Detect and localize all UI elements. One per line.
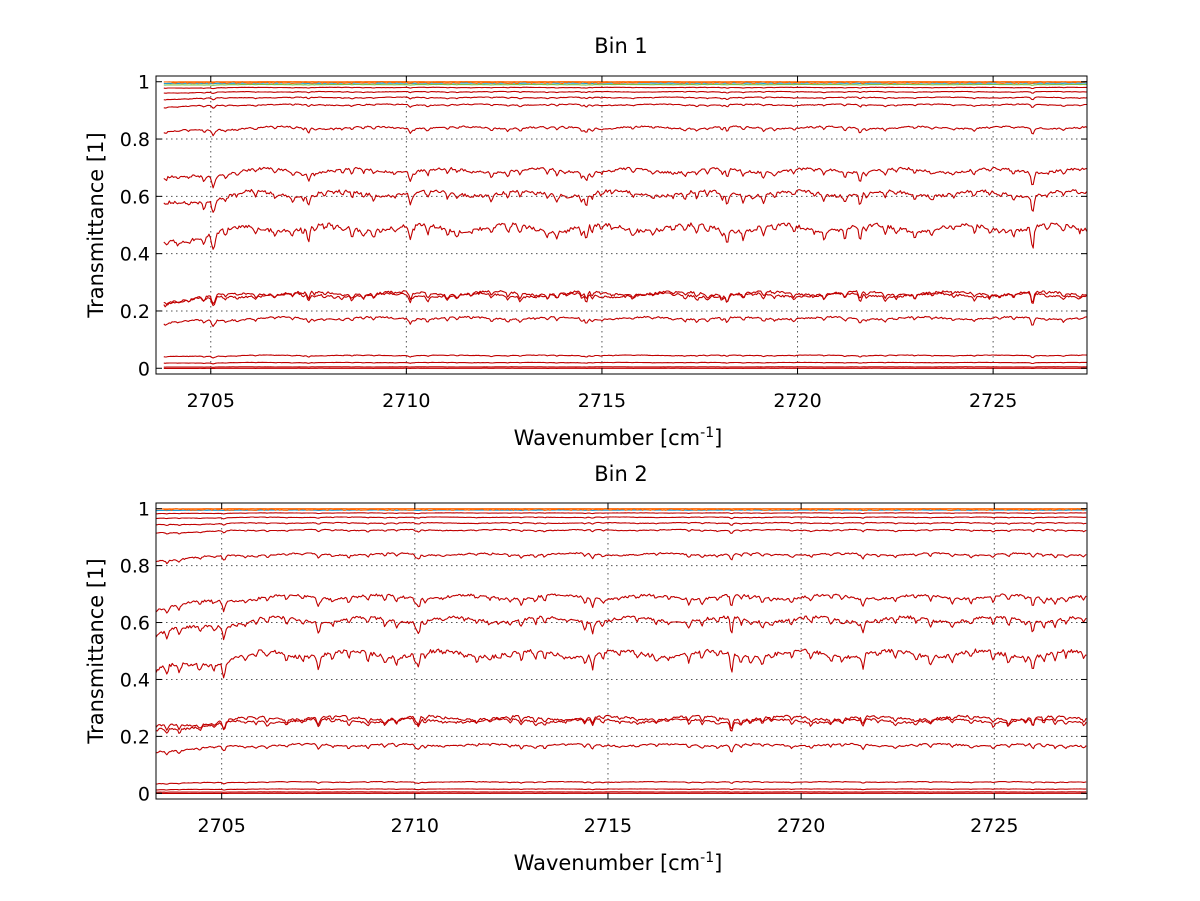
series-line (156, 512, 1087, 515)
x-tick-label: 2710 (382, 390, 430, 412)
series-line (163, 90, 1087, 94)
series-line (163, 315, 1087, 327)
series-line (155, 780, 1087, 785)
y-tick-label: 0 (138, 783, 150, 805)
panel-bin-2: Bin 2 2705 2710 2715 2720 2725 0 0.2 0.4 0.6 0.8… (84, 462, 1088, 875)
series-line (155, 717, 1087, 734)
x-axis-label: Wavenumber [cm-1] (514, 425, 723, 450)
grid-lines (156, 76, 1087, 374)
series-line (156, 742, 1087, 756)
x-ticks: 2705 2710 2715 2720 2725 (197, 503, 1018, 837)
series-line (163, 82, 1087, 85)
y-tick-label: 0.2 (120, 301, 150, 323)
series-line (163, 366, 1087, 368)
series-line (155, 648, 1087, 679)
x-tick-label: 2725 (970, 815, 1018, 837)
x-tick-label: 2715 (578, 390, 626, 412)
series-line (163, 83, 1087, 86)
series-line (155, 516, 1087, 520)
series-line (163, 125, 1087, 137)
series-line (155, 528, 1087, 535)
y-tick-label: 0.6 (120, 186, 150, 208)
y-tick-label: 1 (138, 72, 150, 94)
x-tick-label: 2720 (773, 390, 821, 412)
series-line (155, 593, 1087, 614)
y-tick-label: 0.6 (120, 613, 150, 635)
series-line (163, 361, 1087, 365)
chart-title: Bin 2 (594, 462, 648, 486)
series-line (163, 222, 1088, 250)
x-ticks: 2705 2710 2715 2720 2725 (187, 76, 1017, 412)
axes-box (155, 75, 1088, 375)
y-tick-label: 0 (138, 358, 150, 380)
x-axis-label-close: ] (714, 426, 722, 450)
x-axis-label: Wavenumber [cm-1] (514, 850, 723, 875)
x-tick-label: 2705 (187, 390, 235, 412)
series-line (163, 103, 1087, 109)
chart-title: Bin 1 (594, 34, 648, 58)
series-line (163, 188, 1088, 213)
x-axis-label-exponent: -1 (700, 850, 714, 866)
series-line (163, 96, 1087, 101)
series-line (163, 354, 1087, 359)
series-line (163, 86, 1087, 90)
axes-box (155, 502, 1088, 800)
x-tick-label: 2710 (391, 815, 439, 837)
y-ticks: 0 0.2 0.4 0.6 0.8 1 (120, 499, 1087, 805)
y-axis-label: Transmittance [1] (84, 558, 108, 744)
y-tick-label: 0.8 (120, 556, 150, 578)
y-ticks: 0 0.2 0.4 0.6 0.8 1 (120, 72, 1087, 380)
series-line (155, 791, 1087, 793)
series-line (155, 552, 1087, 565)
y-tick-label: 1 (138, 499, 150, 521)
panel-bin-1: Bin 1 2705 2710 2715 2720 2725 0 0.2 0.4 0.6 0.8… (84, 34, 1088, 450)
series-line (156, 788, 1087, 791)
plot-lines (155, 508, 1087, 795)
y-tick-label: 0.8 (120, 129, 150, 151)
x-axis-label-base: Wavenumber [cm (514, 426, 700, 450)
series-line (155, 521, 1087, 527)
series-line (163, 508, 1086, 511)
x-tick-label: 2720 (777, 815, 825, 837)
series-line (163, 166, 1087, 189)
y-tick-label: 0.4 (120, 669, 150, 691)
x-axis-label-close: ] (714, 851, 722, 875)
series-line (155, 615, 1087, 641)
x-tick-label: 2715 (584, 815, 632, 837)
plot-lines (163, 81, 1088, 369)
x-tick-label: 2725 (969, 390, 1017, 412)
series-line (155, 714, 1087, 731)
x-axis-label-base: Wavenumber [cm (514, 851, 700, 875)
y-tick-label: 0.4 (120, 244, 150, 266)
series-line (163, 291, 1087, 308)
x-tick-label: 2705 (197, 815, 245, 837)
series-line (163, 290, 1087, 306)
x-axis-label-exponent: -1 (700, 425, 714, 441)
y-axis-label: Transmittance [1] (84, 132, 108, 318)
series-line (171, 81, 1086, 84)
y-tick-label: 0.2 (120, 726, 150, 748)
